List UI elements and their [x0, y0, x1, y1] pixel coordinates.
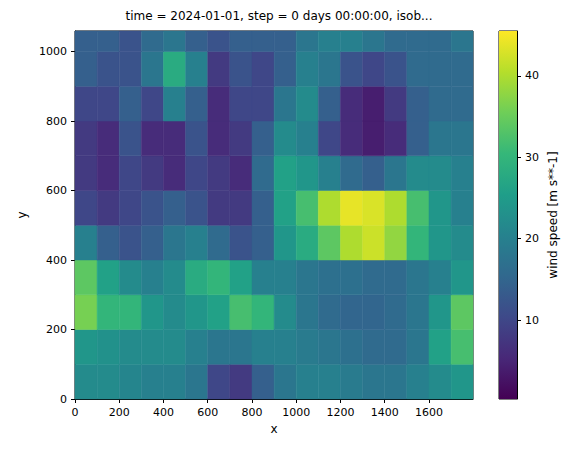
svg-text:800: 800 [241, 406, 262, 419]
svg-text:time = 2024-01-01, step = 0 da: time = 2024-01-01, step = 0 days 00:00:0… [126, 9, 433, 23]
svg-text:1600: 1600 [415, 406, 443, 419]
svg-text:1400: 1400 [371, 406, 399, 419]
svg-text:wind speed [m s**-1]: wind speed [m s**-1] [546, 151, 560, 278]
svg-text:20: 20 [525, 232, 539, 245]
svg-text:400: 400 [46, 254, 67, 267]
svg-text:600: 600 [197, 406, 218, 419]
svg-text:y: y [15, 211, 29, 218]
svg-text:400: 400 [153, 406, 174, 419]
svg-text:800: 800 [46, 115, 67, 128]
svg-text:1000: 1000 [282, 406, 310, 419]
svg-text:0: 0 [60, 393, 67, 406]
svg-text:600: 600 [46, 184, 67, 197]
svg-text:1000: 1000 [39, 45, 67, 58]
svg-text:200: 200 [109, 406, 130, 419]
svg-text:40: 40 [525, 69, 539, 82]
svg-text:0: 0 [72, 406, 79, 419]
svg-text:200: 200 [46, 323, 67, 336]
svg-text:x: x [270, 422, 277, 436]
svg-text:30: 30 [525, 151, 539, 164]
svg-text:1200: 1200 [326, 406, 354, 419]
svg-text:10: 10 [525, 314, 539, 327]
